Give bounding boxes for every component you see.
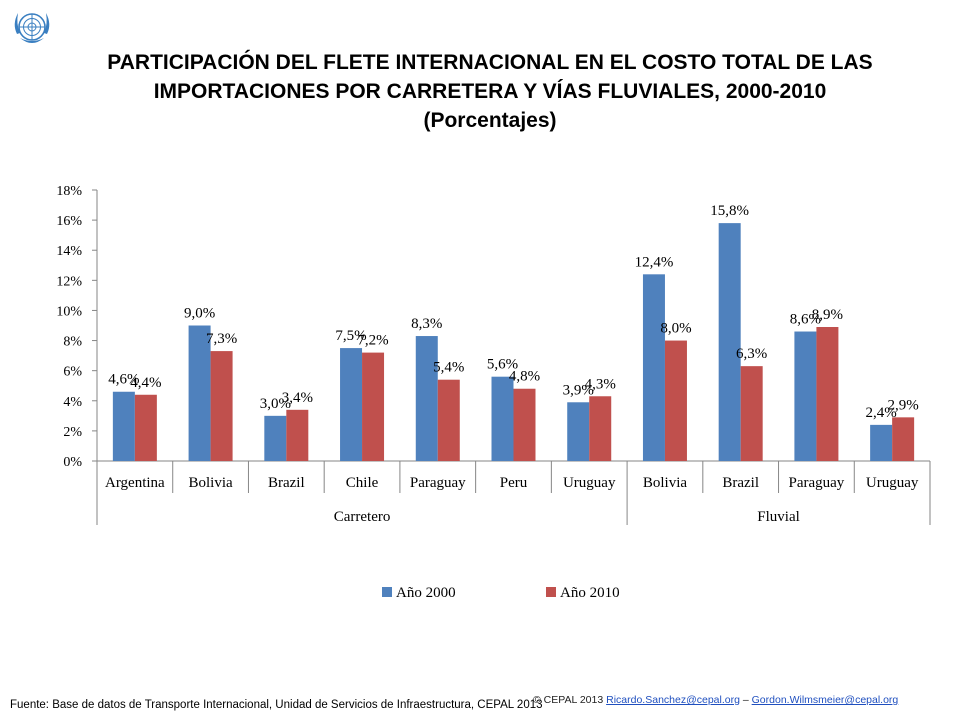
bar bbox=[188, 325, 211, 461]
x-tick-label: Peru bbox=[500, 475, 528, 491]
bar bbox=[286, 409, 309, 461]
data-label: 4,3% bbox=[585, 376, 616, 392]
chart-title-main: PARTICIPACIÓN DEL FLETE INTERNACIONAL EN… bbox=[107, 51, 873, 103]
bar bbox=[491, 376, 514, 461]
x-tick-label: Chile bbox=[346, 475, 379, 491]
data-label: 7,5% bbox=[335, 328, 366, 344]
data-label: 5,6% bbox=[487, 357, 518, 373]
y-tick-label: 8% bbox=[63, 335, 82, 350]
legend-swatch bbox=[546, 587, 556, 597]
data-label: 3,9% bbox=[563, 382, 594, 398]
data-label: 9,0% bbox=[184, 306, 215, 322]
data-label: 8,0% bbox=[660, 321, 691, 337]
y-tick-label: 10% bbox=[56, 304, 82, 319]
y-tick-label: 2% bbox=[63, 425, 82, 440]
y-tick-label: 0% bbox=[63, 455, 82, 470]
x-tick-label: Bolivia bbox=[643, 475, 688, 491]
x-tick-label: Uruguay bbox=[866, 475, 919, 491]
bar bbox=[892, 417, 915, 461]
bar bbox=[642, 274, 665, 461]
footer-separator: – bbox=[742, 694, 749, 706]
data-label: 8,9% bbox=[812, 307, 843, 323]
data-label: 5,4% bbox=[433, 360, 464, 376]
bar bbox=[740, 366, 763, 461]
y-tick-label: 4% bbox=[63, 395, 82, 410]
bar bbox=[340, 348, 363, 461]
x-tick-label: Bolivia bbox=[189, 475, 234, 491]
bar bbox=[362, 352, 385, 461]
bar bbox=[415, 336, 438, 461]
y-tick-label: 18% bbox=[56, 184, 82, 199]
email-link-sanchez[interactable]: Ricardo.Sanchez@cepal.org bbox=[606, 694, 740, 706]
bar bbox=[567, 402, 590, 461]
bar bbox=[437, 379, 460, 461]
data-label: 4,8% bbox=[509, 369, 540, 385]
x-tick-label: Argentina bbox=[105, 475, 165, 491]
y-tick-label: 12% bbox=[56, 274, 82, 289]
bar bbox=[870, 424, 893, 461]
bar bbox=[664, 340, 687, 461]
legend-swatch bbox=[382, 587, 392, 597]
data-label: 7,3% bbox=[206, 331, 237, 347]
data-label: 2,4% bbox=[866, 405, 897, 421]
data-label: 15,8% bbox=[710, 203, 749, 219]
footer-copyright-line: © CEPAL 2013 Ricardo.Sanchez@cepal.org –… bbox=[533, 694, 898, 706]
data-label: 8,6% bbox=[790, 312, 821, 328]
x-tick-label: Uruguay bbox=[563, 475, 616, 491]
data-label: 3,4% bbox=[282, 390, 313, 406]
data-label: 7,2% bbox=[357, 333, 388, 349]
legend-label: Año 2010 bbox=[560, 585, 620, 601]
x-tick-label: Paraguay bbox=[789, 475, 845, 491]
data-label: 2,9% bbox=[888, 397, 919, 413]
bar bbox=[816, 327, 839, 461]
bar bbox=[794, 331, 817, 461]
data-label: 6,3% bbox=[736, 346, 767, 362]
y-tick-label: 14% bbox=[56, 244, 82, 259]
bar bbox=[513, 388, 536, 461]
legend-label: Año 2000 bbox=[396, 585, 456, 601]
x-tick-label: Brazil bbox=[722, 475, 759, 491]
bar bbox=[589, 396, 612, 461]
email-link-wilmsmeier[interactable]: Gordon.Wilmsmeier@cepal.org bbox=[751, 694, 899, 706]
bar bbox=[718, 223, 741, 461]
data-label: 4,4% bbox=[130, 375, 161, 391]
footer-copyright: © CEPAL 2013 bbox=[533, 694, 604, 706]
un-emblem-icon bbox=[14, 13, 50, 43]
group-label: Carretero bbox=[334, 509, 391, 525]
group-label: Fluvial bbox=[757, 509, 800, 525]
data-label: 8,3% bbox=[411, 316, 442, 332]
data-label: 12,4% bbox=[635, 254, 674, 270]
y-tick-label: 16% bbox=[56, 214, 82, 229]
bar bbox=[264, 415, 287, 461]
bar-chart: 0% 2% 4% 6% 8% 10% 12% 14% 16% 18% 4,6% 9,0% 3,0% 7,5… bbox=[56, 184, 931, 601]
x-tick-label: Brazil bbox=[268, 475, 305, 491]
data-label: 3,0% bbox=[260, 396, 291, 412]
chart-title: PARTICIPACIÓN DEL FLETE INTERNACIONAL EN… bbox=[60, 48, 920, 135]
y-tick-label: 6% bbox=[63, 365, 82, 380]
bar bbox=[210, 351, 233, 461]
bar bbox=[134, 394, 157, 461]
footer-source: Fuente: Base de datos de Transporte Inte… bbox=[10, 699, 543, 711]
bar bbox=[112, 391, 135, 461]
chart-subtitle: (Porcentajes) bbox=[423, 109, 557, 132]
x-tick-label: Paraguay bbox=[410, 475, 466, 491]
data-label: 4,6% bbox=[108, 372, 139, 388]
